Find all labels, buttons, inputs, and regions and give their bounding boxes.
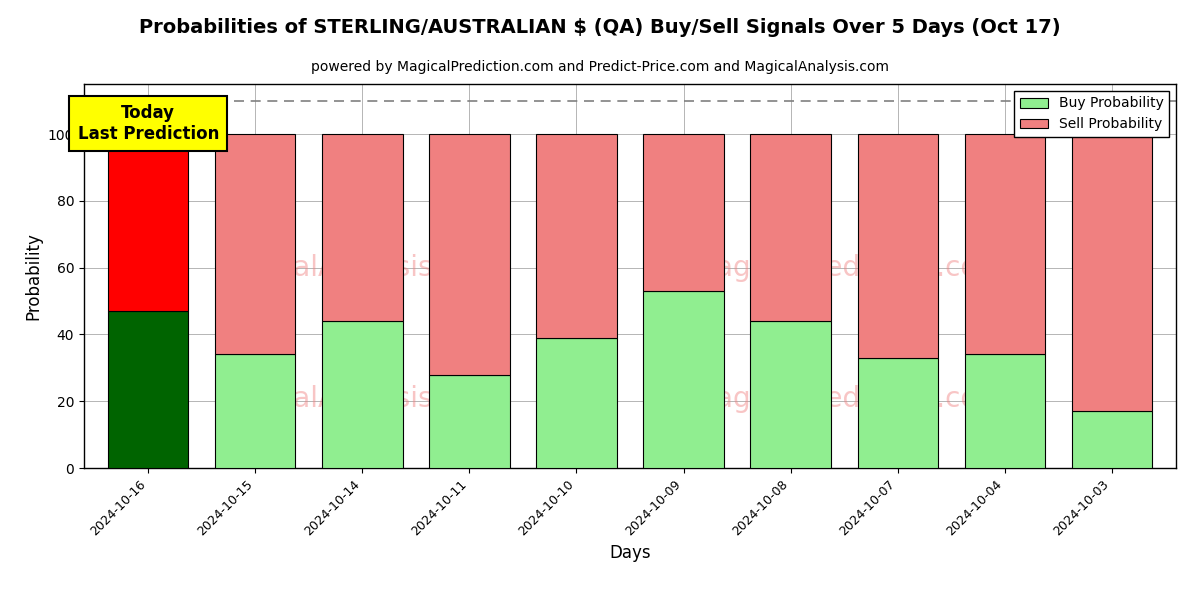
Bar <box>108 311 188 468</box>
Bar <box>643 134 724 291</box>
Bar <box>215 134 295 355</box>
Bar <box>536 338 617 468</box>
Bar <box>1072 134 1152 411</box>
Bar <box>965 355 1045 468</box>
Bar <box>215 355 295 468</box>
X-axis label: Days: Days <box>610 544 650 562</box>
Y-axis label: Probability: Probability <box>24 232 42 320</box>
Text: calAnalysis.com: calAnalysis.com <box>278 254 502 283</box>
Bar <box>750 134 830 321</box>
Text: MagicalPrediction.com: MagicalPrediction.com <box>692 385 1004 413</box>
Bar <box>323 321 402 468</box>
Bar <box>323 134 402 321</box>
Bar <box>430 134 510 374</box>
Text: Probabilities of STERLING/AUSTRALIAN $ (QA) Buy/Sell Signals Over 5 Days (Oct 17: Probabilities of STERLING/AUSTRALIAN $ (… <box>139 18 1061 37</box>
Text: MagicalPrediction.com: MagicalPrediction.com <box>692 254 1004 283</box>
Text: Today
Last Prediction: Today Last Prediction <box>78 104 218 143</box>
Bar <box>430 374 510 468</box>
Bar <box>108 134 188 311</box>
Bar <box>750 321 830 468</box>
Bar <box>536 134 617 338</box>
Bar <box>858 358 937 468</box>
Bar <box>858 134 937 358</box>
Legend: Buy Probability, Sell Probability: Buy Probability, Sell Probability <box>1014 91 1169 137</box>
Text: calAnalysis.com: calAnalysis.com <box>278 385 502 413</box>
Text: powered by MagicalPrediction.com and Predict-Price.com and MagicalAnalysis.com: powered by MagicalPrediction.com and Pre… <box>311 60 889 74</box>
Bar <box>643 291 724 468</box>
Bar <box>1072 411 1152 468</box>
Bar <box>965 134 1045 355</box>
